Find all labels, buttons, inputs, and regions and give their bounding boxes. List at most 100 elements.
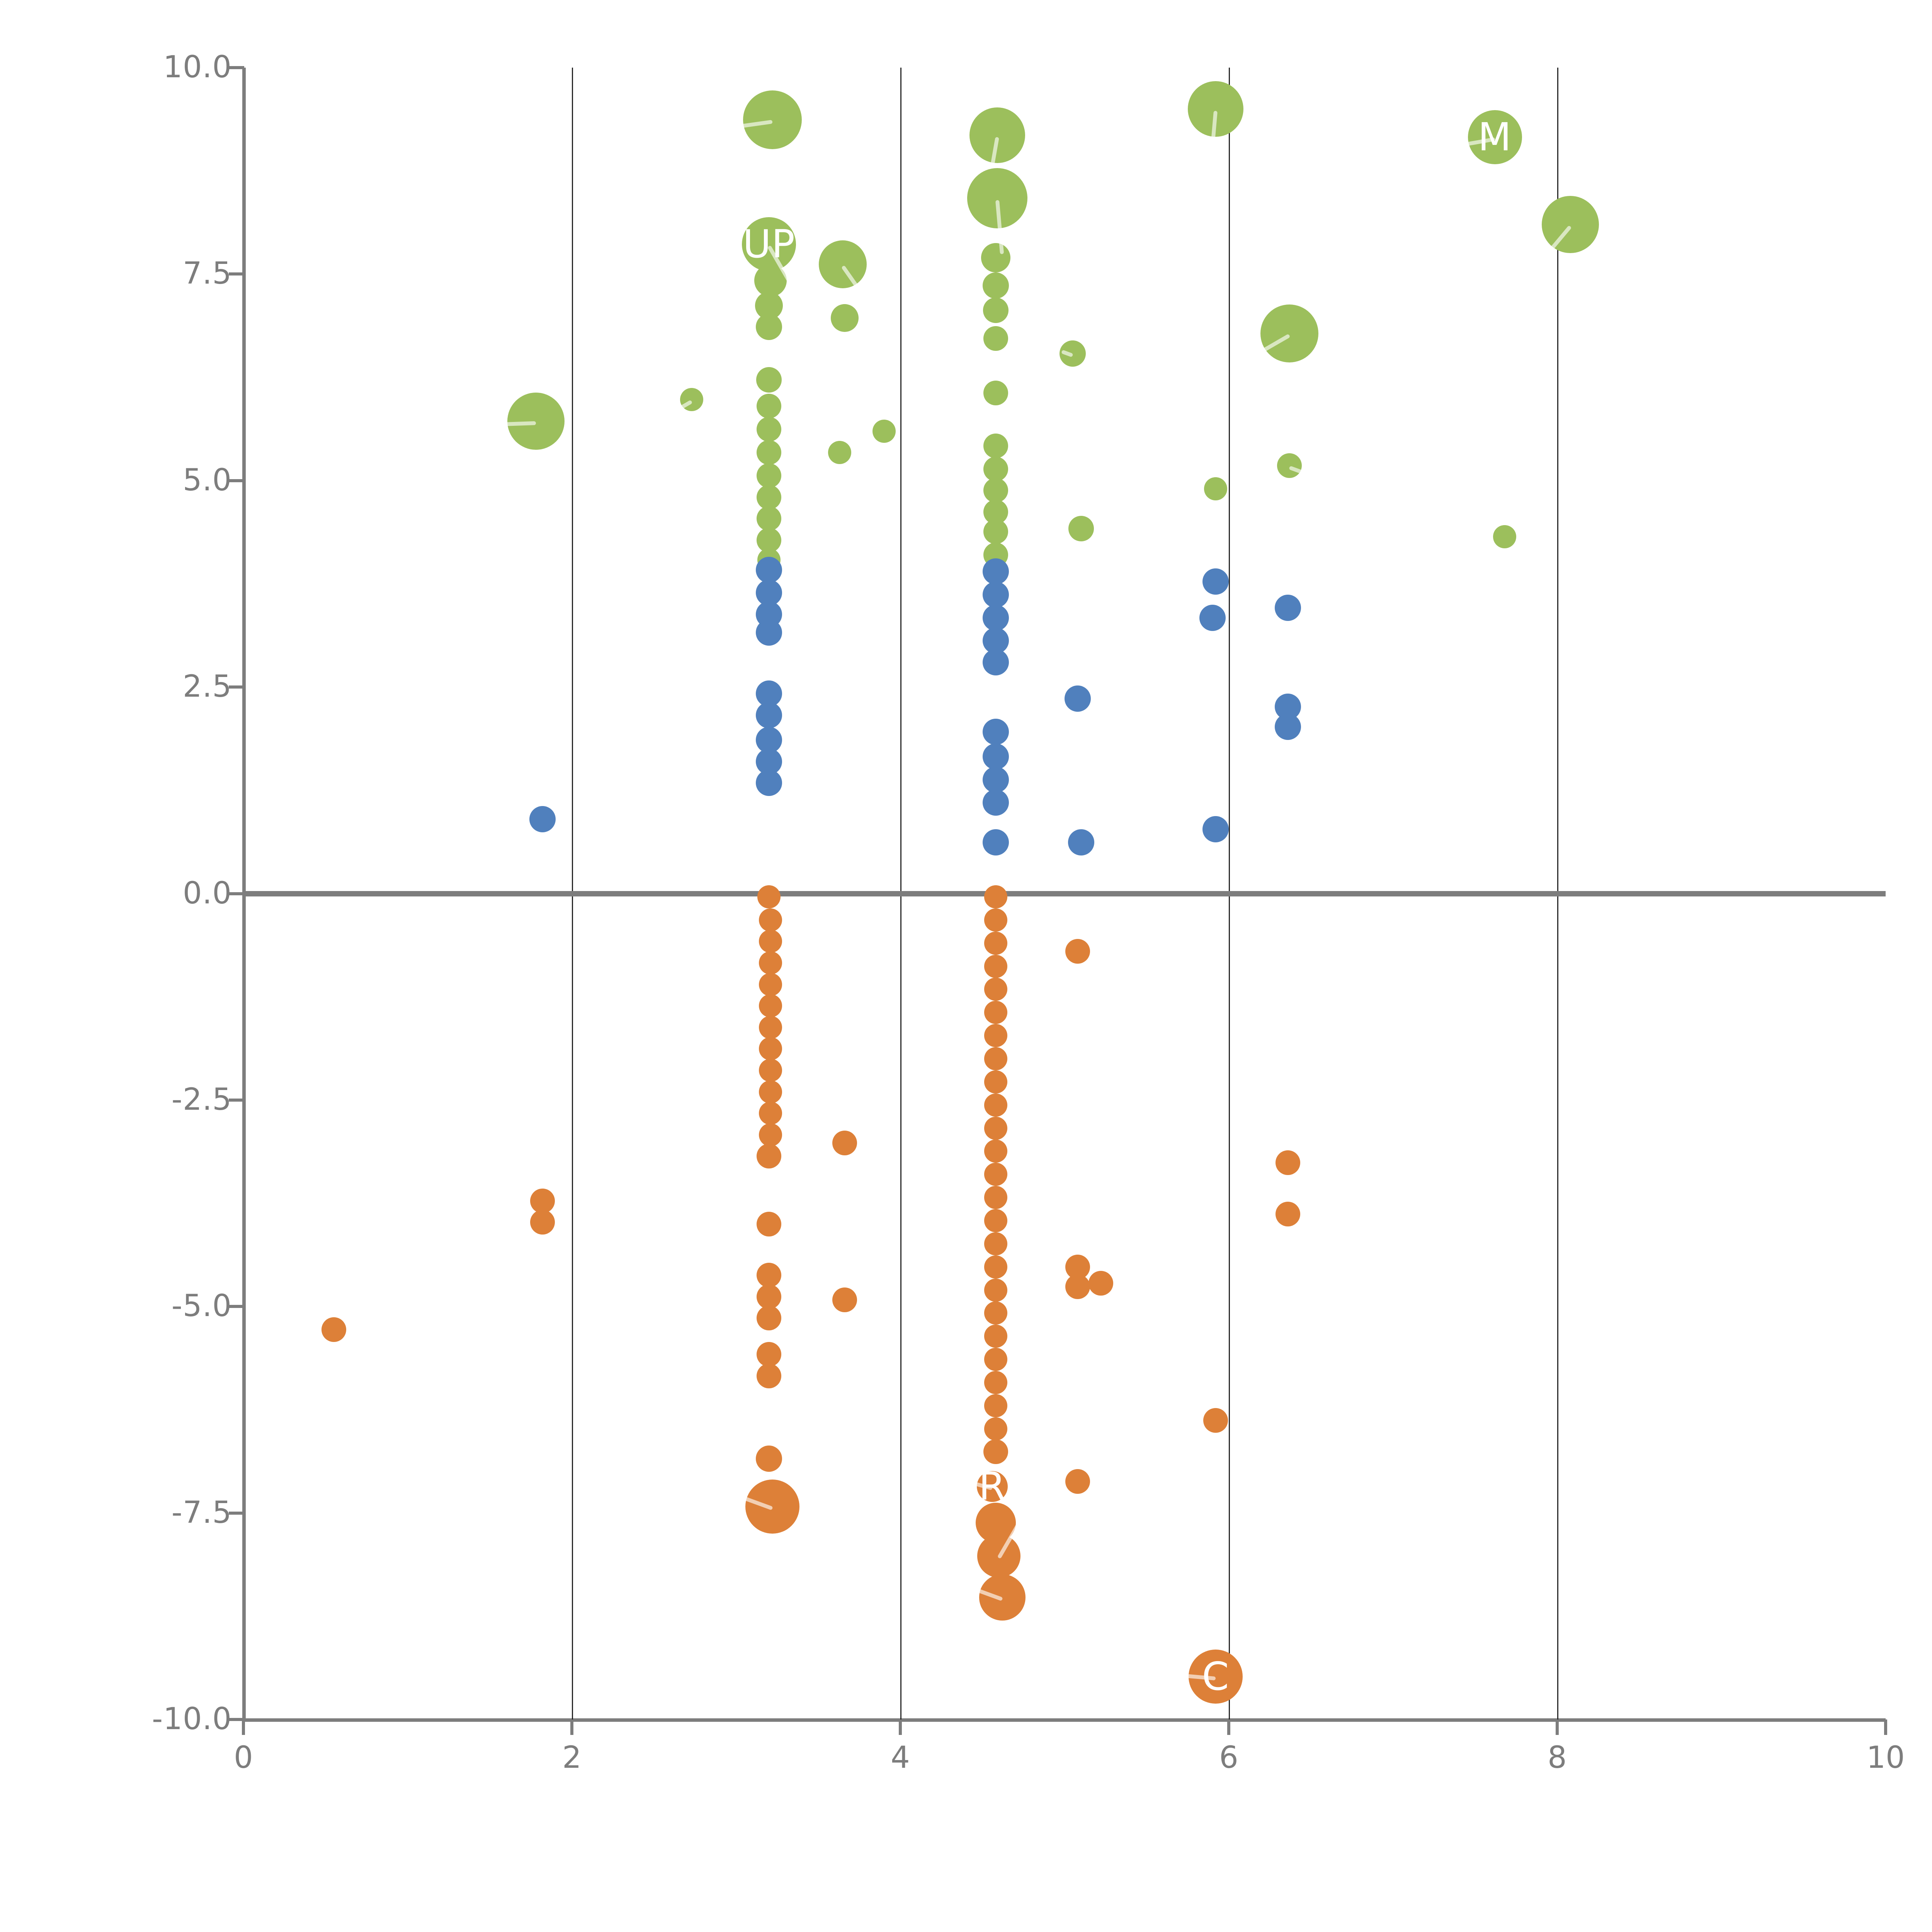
scatter-point[interactable] xyxy=(984,978,1007,1001)
scatter-point[interactable] xyxy=(984,1186,1007,1209)
scatter-point[interactable] xyxy=(982,558,1009,585)
scatter-point[interactable] xyxy=(983,478,1008,503)
scatter-point[interactable] xyxy=(1088,1271,1113,1296)
scatter-point[interactable] xyxy=(757,1363,781,1388)
scatter-point[interactable] xyxy=(984,1232,1007,1255)
scatter-point[interactable] xyxy=(759,1080,782,1104)
scatter-point[interactable] xyxy=(984,1278,1007,1302)
scatter-point[interactable] xyxy=(757,1263,781,1288)
scatter-point[interactable] xyxy=(984,1348,1007,1371)
scatter-point[interactable] xyxy=(757,1306,781,1331)
scatter-point[interactable] xyxy=(756,702,782,728)
scatter-point[interactable] xyxy=(982,829,1009,855)
scatter-point[interactable] xyxy=(982,789,1009,816)
scatter-point[interactable] xyxy=(984,1001,1007,1024)
scatter-point[interactable] xyxy=(756,770,782,796)
scatter-point[interactable] xyxy=(984,1024,1007,1048)
scatter-point[interactable] xyxy=(984,1209,1007,1232)
scatter-point[interactable] xyxy=(832,1287,857,1313)
scatter-point[interactable] xyxy=(1065,685,1091,712)
scatter-point[interactable] xyxy=(984,1093,1007,1117)
scatter-point[interactable] xyxy=(872,419,896,443)
scatter-point[interactable] xyxy=(1277,453,1302,478)
scatter-point[interactable] xyxy=(828,441,851,464)
scatter-point[interactable] xyxy=(984,1325,1007,1348)
scatter-point[interactable] xyxy=(830,304,859,332)
scatter-point[interactable] xyxy=(983,326,1008,351)
scatter-point[interactable] xyxy=(321,1317,346,1342)
scatter-point[interactable] xyxy=(759,1058,782,1082)
scatter-point[interactable] xyxy=(1260,304,1319,363)
scatter-point[interactable] xyxy=(757,1342,781,1367)
scatter-point[interactable] xyxy=(759,930,782,953)
scatter-point[interactable] xyxy=(832,1131,857,1156)
scatter-point[interactable] xyxy=(1199,604,1226,631)
scatter-point[interactable] xyxy=(759,908,782,932)
scatter-point[interactable] xyxy=(757,885,781,909)
scatter-point[interactable] xyxy=(982,604,1009,631)
scatter-point[interactable] xyxy=(1275,713,1301,740)
scatter-point[interactable] xyxy=(507,392,565,450)
scatter-point[interactable] xyxy=(530,1210,555,1235)
scatter-point[interactable] xyxy=(757,506,781,531)
scatter-point[interactable] xyxy=(1275,594,1301,621)
scatter-point[interactable] xyxy=(529,806,556,833)
scatter-point[interactable] xyxy=(969,107,1025,163)
scatter-point[interactable] xyxy=(1493,525,1516,549)
scatter-point[interactable] xyxy=(984,1394,1007,1417)
scatter-point[interactable] xyxy=(984,908,1007,932)
scatter-point[interactable] xyxy=(759,1102,782,1125)
scatter-point[interactable] xyxy=(757,417,781,442)
scatter-point[interactable] xyxy=(1204,477,1227,501)
scatter-point[interactable] xyxy=(756,556,782,583)
scatter-point[interactable] xyxy=(759,1015,782,1039)
scatter-point[interactable] xyxy=(757,485,781,510)
scatter-point[interactable] xyxy=(983,456,1008,481)
scatter-point[interactable] xyxy=(1542,196,1599,253)
scatter-point[interactable] xyxy=(1203,1408,1228,1433)
scatter-point[interactable] xyxy=(1202,816,1229,842)
scatter-point[interactable] xyxy=(982,649,1009,675)
scatter-point[interactable] xyxy=(982,766,1009,793)
scatter-point[interactable] xyxy=(1068,829,1094,855)
scatter-point[interactable] xyxy=(984,885,1007,909)
scatter-point[interactable] xyxy=(983,381,1008,406)
scatter-point[interactable] xyxy=(757,1144,781,1169)
scatter-point[interactable] xyxy=(757,527,781,553)
scatter-point[interactable] xyxy=(981,243,1010,272)
scatter-point[interactable] xyxy=(757,1211,781,1236)
scatter-point[interactable] xyxy=(1065,1274,1090,1299)
scatter-point[interactable] xyxy=(742,217,796,272)
scatter-point[interactable] xyxy=(984,931,1007,955)
scatter-point[interactable] xyxy=(759,973,782,996)
scatter-point[interactable] xyxy=(1202,568,1229,595)
scatter-point[interactable] xyxy=(757,463,781,488)
scatter-point[interactable] xyxy=(743,90,802,149)
scatter-point[interactable] xyxy=(1276,1150,1300,1175)
scatter-point[interactable] xyxy=(1468,110,1522,164)
scatter-point[interactable] xyxy=(759,1037,782,1061)
scatter-point[interactable] xyxy=(984,1255,1007,1279)
scatter-point[interactable] xyxy=(983,433,1008,458)
scatter-point[interactable] xyxy=(757,394,781,419)
scatter-point[interactable] xyxy=(984,1417,1007,1440)
scatter-point[interactable] xyxy=(759,951,782,975)
scatter-point[interactable] xyxy=(1068,515,1094,541)
scatter-point[interactable] xyxy=(1065,1469,1090,1494)
scatter-point[interactable] xyxy=(757,440,781,465)
scatter-point[interactable] xyxy=(756,619,782,646)
scatter-point[interactable] xyxy=(982,272,1009,299)
scatter-point[interactable] xyxy=(756,367,782,393)
scatter-point[interactable] xyxy=(984,954,1007,978)
scatter-point[interactable] xyxy=(530,1188,555,1213)
scatter-point[interactable] xyxy=(982,718,1009,745)
scatter-point[interactable] xyxy=(759,994,782,1018)
scatter-point[interactable] xyxy=(819,240,867,288)
scatter-point[interactable] xyxy=(984,1116,1007,1140)
scatter-point[interactable] xyxy=(757,1284,781,1309)
scatter-point[interactable] xyxy=(984,1371,1007,1394)
scatter-point[interactable] xyxy=(982,743,1009,770)
scatter-point[interactable] xyxy=(984,1163,1007,1186)
scatter-point[interactable] xyxy=(983,298,1009,323)
scatter-point[interactable] xyxy=(983,519,1008,544)
